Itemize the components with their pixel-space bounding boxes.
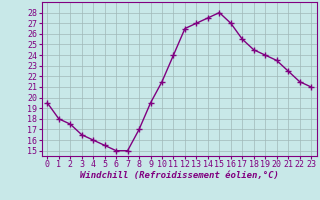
X-axis label: Windchill (Refroidissement éolien,°C): Windchill (Refroidissement éolien,°C): [80, 171, 279, 180]
